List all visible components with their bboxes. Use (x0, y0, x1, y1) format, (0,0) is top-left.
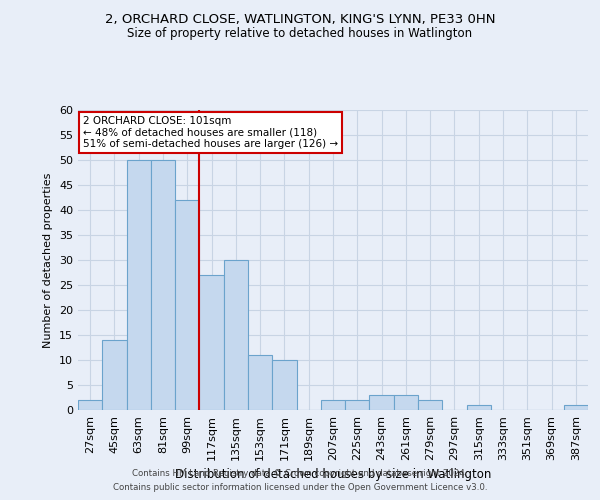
Bar (102, 340, 127, 410)
Text: Contains public sector information licensed under the Open Government Licence v3: Contains public sector information licen… (113, 484, 487, 492)
Y-axis label: Number of detached properties: Number of detached properties (43, 172, 53, 348)
Bar (151, 160, 175, 410)
Bar (224, 260, 248, 410)
Text: Size of property relative to detached houses in Watlington: Size of property relative to detached ho… (127, 28, 473, 40)
Bar (418, 400, 442, 410)
Bar (272, 360, 296, 410)
Text: 2, ORCHARD CLOSE, WATLINGTON, KING'S LYNN, PE33 0HN: 2, ORCHARD CLOSE, WATLINGTON, KING'S LYN… (105, 12, 495, 26)
Bar (321, 400, 345, 410)
Bar (199, 275, 224, 410)
Bar (78, 400, 102, 410)
Bar (248, 355, 272, 410)
Bar (175, 200, 199, 410)
Text: 2 ORCHARD CLOSE: 101sqm
← 48% of detached houses are smaller (118)
51% of semi-d: 2 ORCHARD CLOSE: 101sqm ← 48% of detache… (83, 116, 338, 149)
Bar (394, 395, 418, 410)
Bar (564, 405, 588, 410)
Bar (127, 160, 151, 410)
Bar (467, 405, 491, 410)
Text: Contains HM Land Registry data © Crown copyright and database right 2024.: Contains HM Land Registry data © Crown c… (132, 468, 468, 477)
X-axis label: Distribution of detached houses by size in Watlington: Distribution of detached houses by size … (175, 468, 491, 481)
Bar (370, 395, 394, 410)
Bar (345, 400, 370, 410)
